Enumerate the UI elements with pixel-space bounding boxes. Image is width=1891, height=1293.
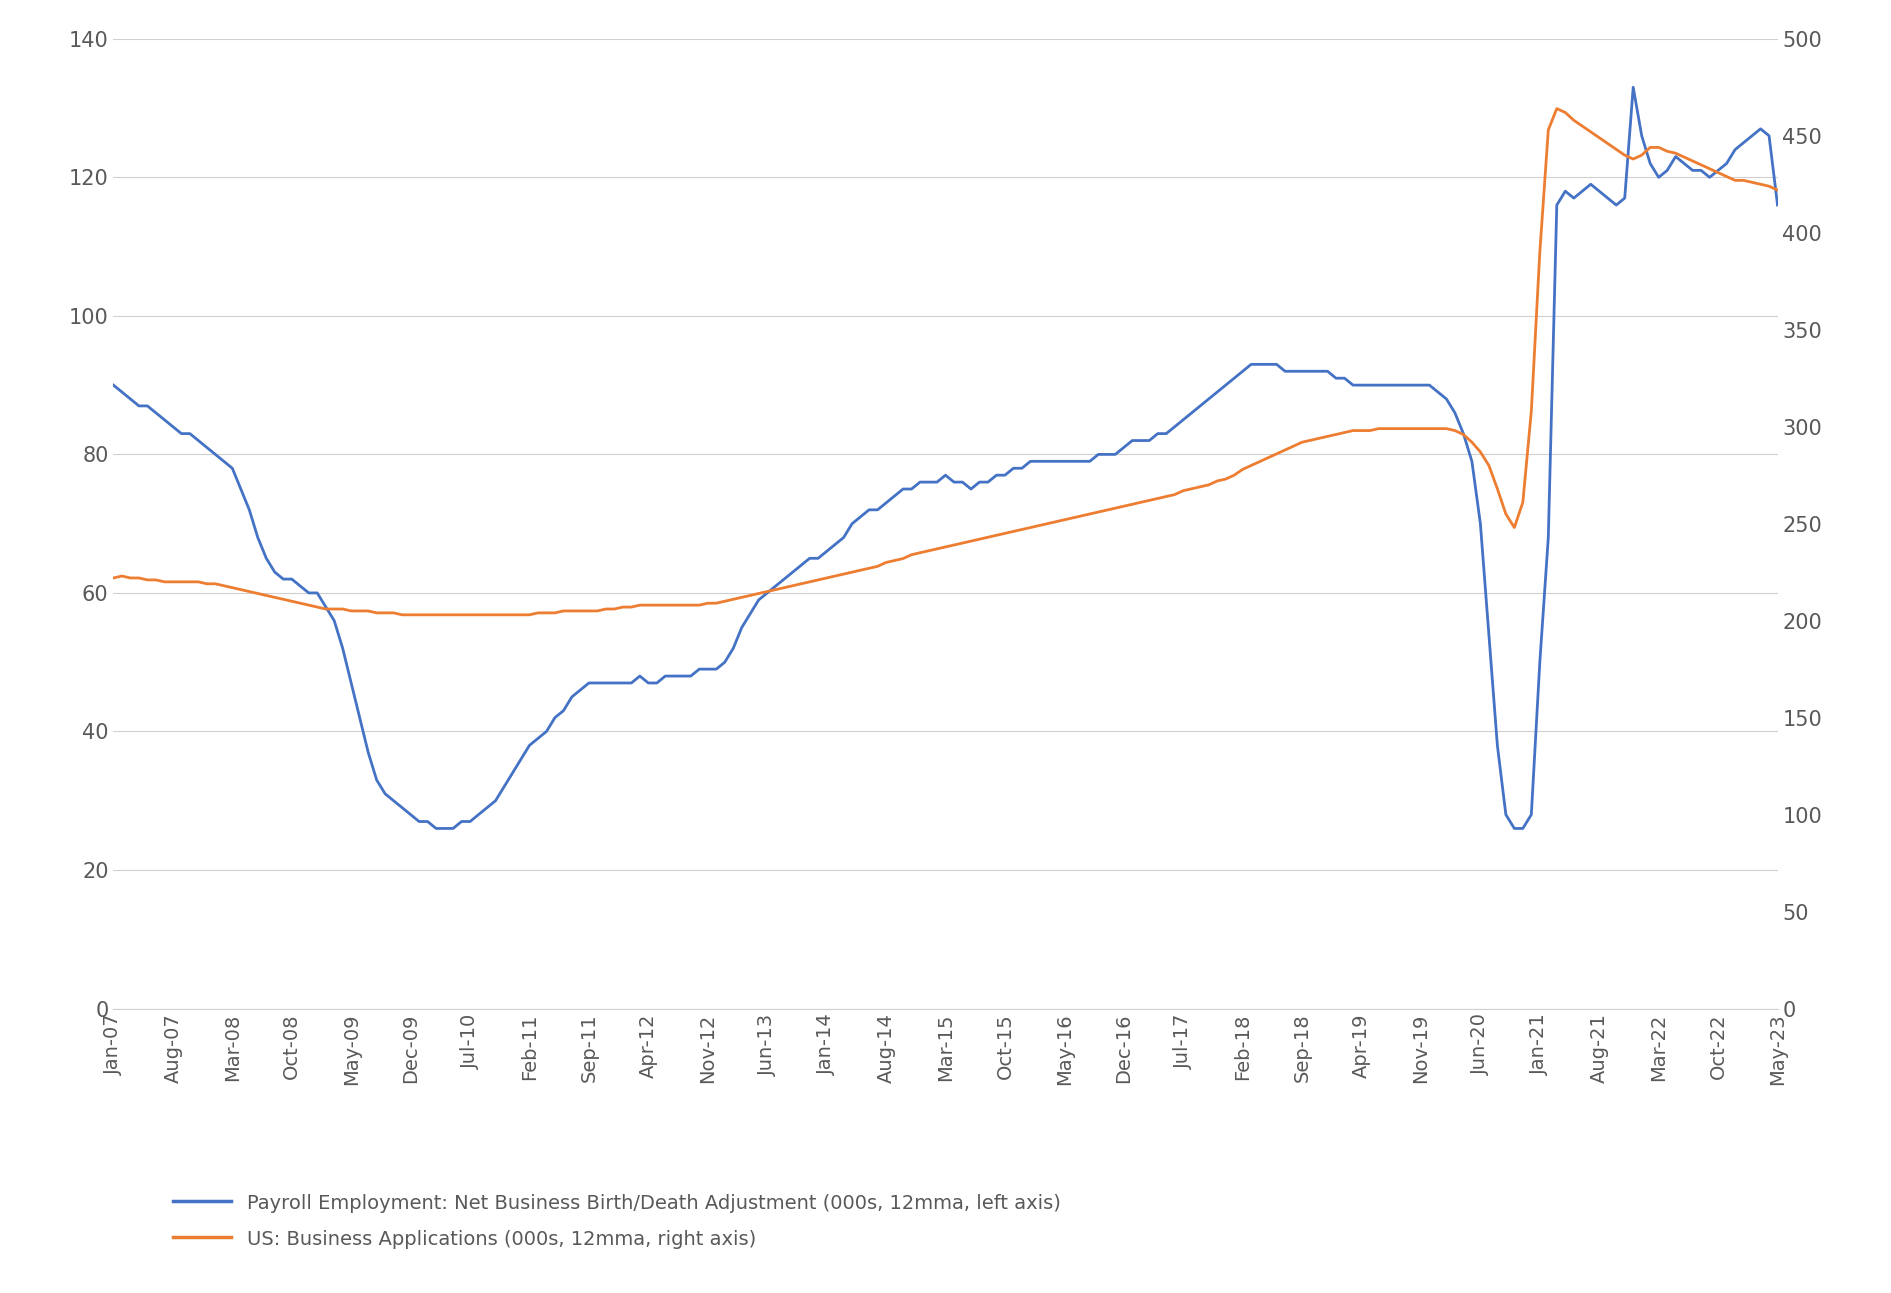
Legend: Payroll Employment: Net Business Birth/Death Adjustment (000s, 12mma, left axis): Payroll Employment: Net Business Birth/D… [174, 1193, 1061, 1249]
